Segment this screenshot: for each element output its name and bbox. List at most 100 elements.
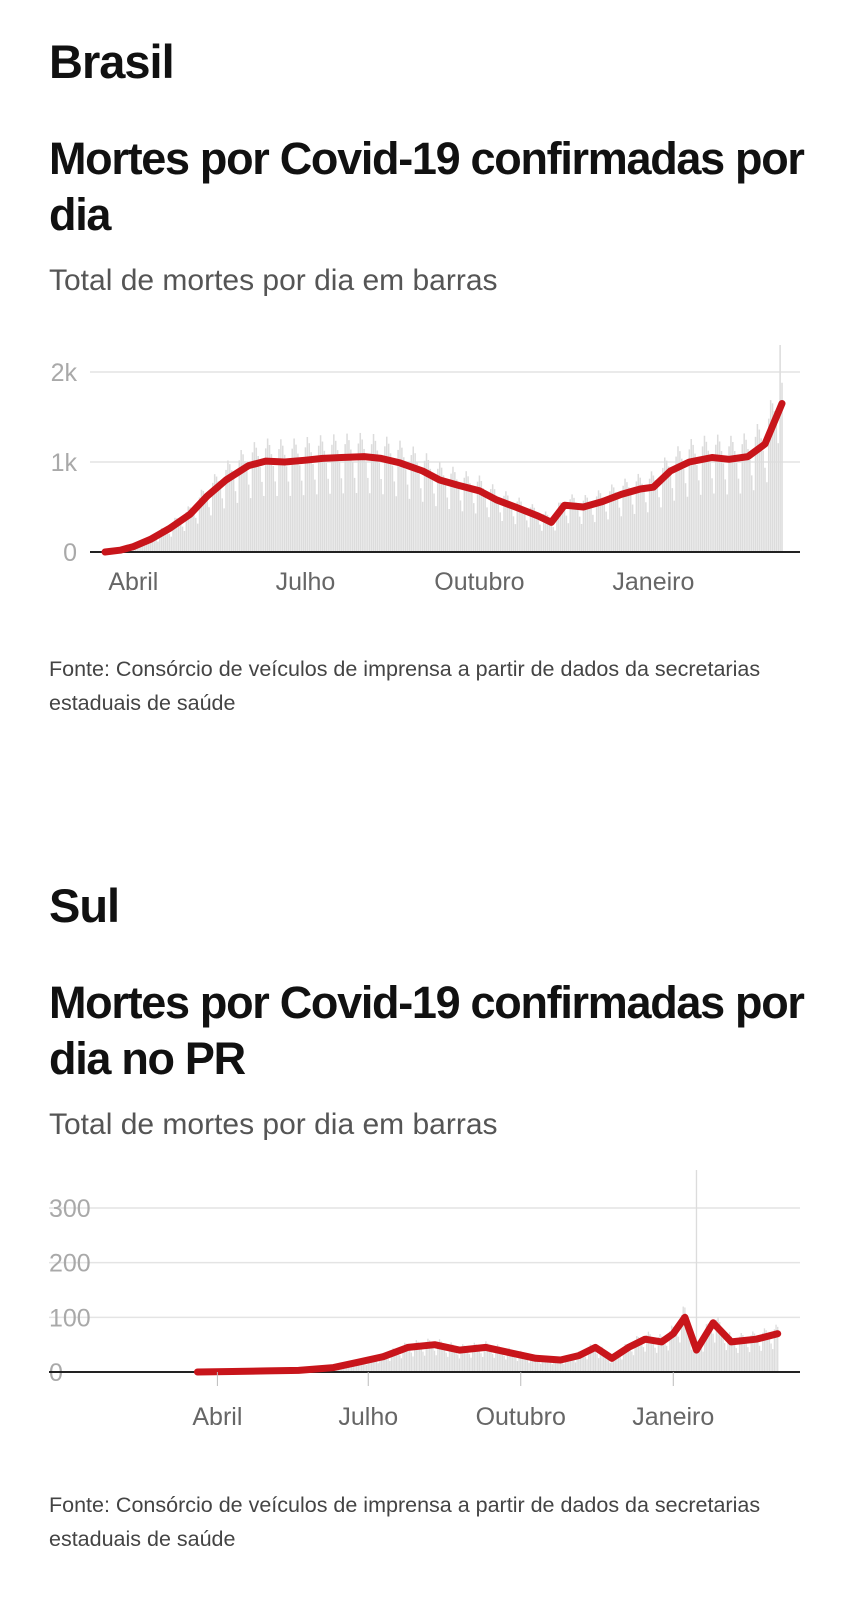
daily-bar bbox=[656, 1352, 658, 1372]
daily-bar bbox=[433, 493, 435, 552]
daily-bar bbox=[378, 462, 380, 552]
daily-bar bbox=[588, 1347, 590, 1372]
daily-bar bbox=[461, 511, 464, 552]
daily-bar bbox=[603, 503, 605, 552]
daily-bar bbox=[573, 497, 575, 552]
daily-bar bbox=[387, 1358, 389, 1372]
daily-bar bbox=[179, 522, 182, 552]
daily-bar bbox=[429, 468, 432, 552]
chart-subtitle: Total de mortes por dia em barras bbox=[49, 264, 498, 297]
daily-bar bbox=[526, 1359, 529, 1372]
daily-bar bbox=[604, 1352, 606, 1372]
daily-bar bbox=[314, 479, 316, 552]
daily-bar bbox=[679, 451, 681, 552]
daily-bar bbox=[418, 1344, 421, 1372]
daily-bar bbox=[395, 1350, 398, 1372]
daily-bar bbox=[473, 503, 475, 552]
daily-bar bbox=[414, 453, 416, 552]
daily-bar bbox=[599, 493, 602, 552]
daily-bar bbox=[389, 453, 392, 552]
daily-bar bbox=[433, 1350, 436, 1372]
daily-bar bbox=[270, 454, 273, 552]
daily-bar bbox=[719, 1322, 721, 1372]
daily-bar bbox=[407, 1345, 409, 1372]
daily-bar bbox=[681, 458, 683, 552]
daily-bar bbox=[529, 507, 532, 552]
daily-bar bbox=[677, 446, 679, 552]
x-tick-label: Outubro bbox=[476, 1403, 566, 1431]
daily-bar bbox=[722, 463, 725, 552]
daily-bar bbox=[321, 441, 324, 552]
daily-bar bbox=[760, 1350, 762, 1372]
daily-bar bbox=[404, 1342, 406, 1372]
daily-bar bbox=[717, 1317, 719, 1372]
daily-bar bbox=[642, 1347, 645, 1372]
daily-bar bbox=[591, 1344, 593, 1372]
daily-bar bbox=[247, 484, 250, 552]
y-tick-label: 200 bbox=[49, 1250, 91, 1278]
daily-bar bbox=[274, 481, 276, 552]
daily-bar bbox=[516, 1361, 519, 1372]
daily-bar bbox=[323, 450, 326, 552]
daily-bar bbox=[193, 512, 195, 552]
daily-bar bbox=[316, 494, 318, 552]
y-tick-label: 0 bbox=[63, 539, 77, 567]
daily-bar bbox=[399, 440, 401, 552]
daily-bar bbox=[629, 494, 632, 552]
daily-bar bbox=[496, 1344, 499, 1372]
daily-bar bbox=[748, 1352, 751, 1372]
daily-bar bbox=[539, 524, 541, 552]
daily-bar bbox=[391, 465, 394, 552]
daily-bar bbox=[382, 1353, 384, 1372]
daily-bar bbox=[622, 485, 624, 552]
daily-bar bbox=[204, 493, 206, 552]
daily-bar bbox=[626, 482, 628, 552]
daily-bar bbox=[679, 1342, 681, 1372]
daily-bar bbox=[223, 508, 225, 552]
daily-bar bbox=[240, 450, 242, 552]
daily-bar bbox=[474, 513, 477, 552]
daily-bar bbox=[389, 1360, 391, 1372]
daily-bar bbox=[656, 487, 658, 552]
daily-bar bbox=[285, 466, 288, 552]
x-tick-label: Abril bbox=[108, 568, 158, 596]
daily-bar bbox=[659, 1334, 661, 1372]
daily-bar bbox=[781, 382, 783, 552]
daily-bar bbox=[249, 498, 252, 552]
daily-bar bbox=[711, 478, 713, 552]
daily-bar bbox=[674, 1328, 676, 1372]
daily-bar bbox=[455, 479, 458, 552]
daily-bar bbox=[349, 1363, 351, 1372]
daily-bar bbox=[594, 522, 596, 552]
daily-bar bbox=[705, 441, 708, 552]
daily-bar bbox=[627, 1345, 630, 1372]
daily-bar bbox=[724, 1343, 726, 1372]
daily-bar bbox=[142, 544, 144, 552]
daily-bar bbox=[739, 493, 742, 552]
daily-bar bbox=[686, 496, 689, 552]
daily-bar bbox=[533, 1355, 535, 1372]
daily-bar bbox=[645, 502, 647, 552]
daily-bar bbox=[567, 523, 570, 552]
daily-bar bbox=[580, 523, 583, 552]
daily-bar bbox=[599, 1347, 601, 1372]
daily-bar bbox=[768, 1337, 771, 1372]
daily-bar bbox=[460, 1346, 462, 1372]
daily-bar bbox=[720, 451, 723, 552]
daily-bar bbox=[730, 1336, 732, 1372]
daily-bar bbox=[616, 1353, 618, 1372]
chart-pr: 0100200300AbrilJulhoOutubroJaneiro bbox=[49, 1170, 800, 1431]
daily-bar bbox=[556, 1357, 558, 1372]
daily-bar bbox=[512, 516, 515, 552]
daily-bar bbox=[724, 479, 727, 552]
daily-bar bbox=[355, 493, 358, 552]
daily-bar bbox=[338, 462, 341, 552]
daily-bar bbox=[263, 495, 265, 552]
daily-bar bbox=[779, 345, 781, 552]
daily-bar bbox=[684, 483, 687, 552]
y-tick-label: 1k bbox=[51, 449, 78, 477]
daily-bar bbox=[589, 1344, 592, 1372]
daily-bar bbox=[351, 461, 354, 552]
daily-bar bbox=[259, 467, 261, 552]
daily-bar bbox=[289, 495, 292, 552]
